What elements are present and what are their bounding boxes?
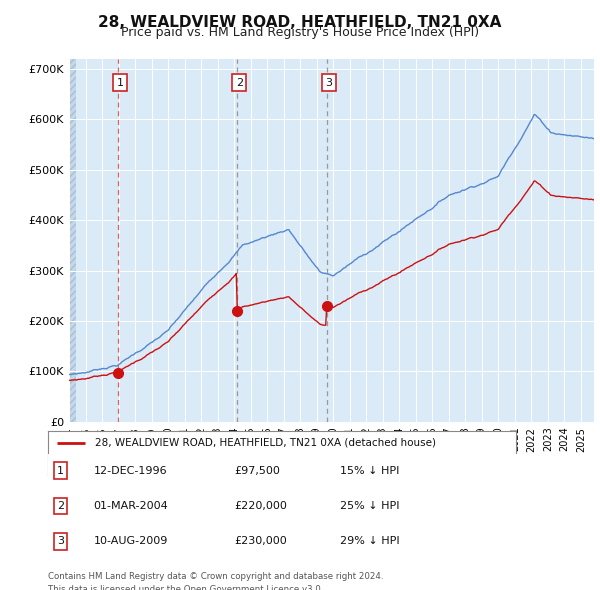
- Text: 2: 2: [57, 501, 64, 511]
- Text: 29% ↓ HPI: 29% ↓ HPI: [340, 536, 400, 546]
- Text: 2: 2: [236, 78, 243, 87]
- Text: HPI: Average price, detached house, Wealden: HPI: Average price, detached house, Weal…: [95, 459, 332, 469]
- Bar: [69, 59, 76, 422]
- Text: £220,000: £220,000: [235, 501, 287, 511]
- Text: Price paid vs. HM Land Registry's House Price Index (HPI): Price paid vs. HM Land Registry's House …: [121, 26, 479, 39]
- Text: 28, WEALDVIEW ROAD, HEATHFIELD, TN21 0XA: 28, WEALDVIEW ROAD, HEATHFIELD, TN21 0XA: [98, 15, 502, 30]
- Text: Contains HM Land Registry data © Crown copyright and database right 2024.
This d: Contains HM Land Registry data © Crown c…: [48, 572, 383, 590]
- Text: 1: 1: [57, 466, 64, 476]
- Text: 1: 1: [116, 78, 124, 87]
- Text: 10-AUG-2009: 10-AUG-2009: [94, 536, 168, 546]
- Text: 25% ↓ HPI: 25% ↓ HPI: [340, 501, 400, 511]
- Text: £97,500: £97,500: [235, 466, 280, 476]
- Text: 15% ↓ HPI: 15% ↓ HPI: [340, 466, 400, 476]
- Text: £230,000: £230,000: [235, 536, 287, 546]
- Text: 3: 3: [57, 536, 64, 546]
- Bar: [69, 59, 76, 422]
- Text: 28, WEALDVIEW ROAD, HEATHFIELD, TN21 0XA (detached house): 28, WEALDVIEW ROAD, HEATHFIELD, TN21 0XA…: [95, 438, 436, 448]
- Text: 01-MAR-2004: 01-MAR-2004: [94, 501, 168, 511]
- Text: 12-DEC-1996: 12-DEC-1996: [94, 466, 167, 476]
- Text: 3: 3: [326, 78, 332, 87]
